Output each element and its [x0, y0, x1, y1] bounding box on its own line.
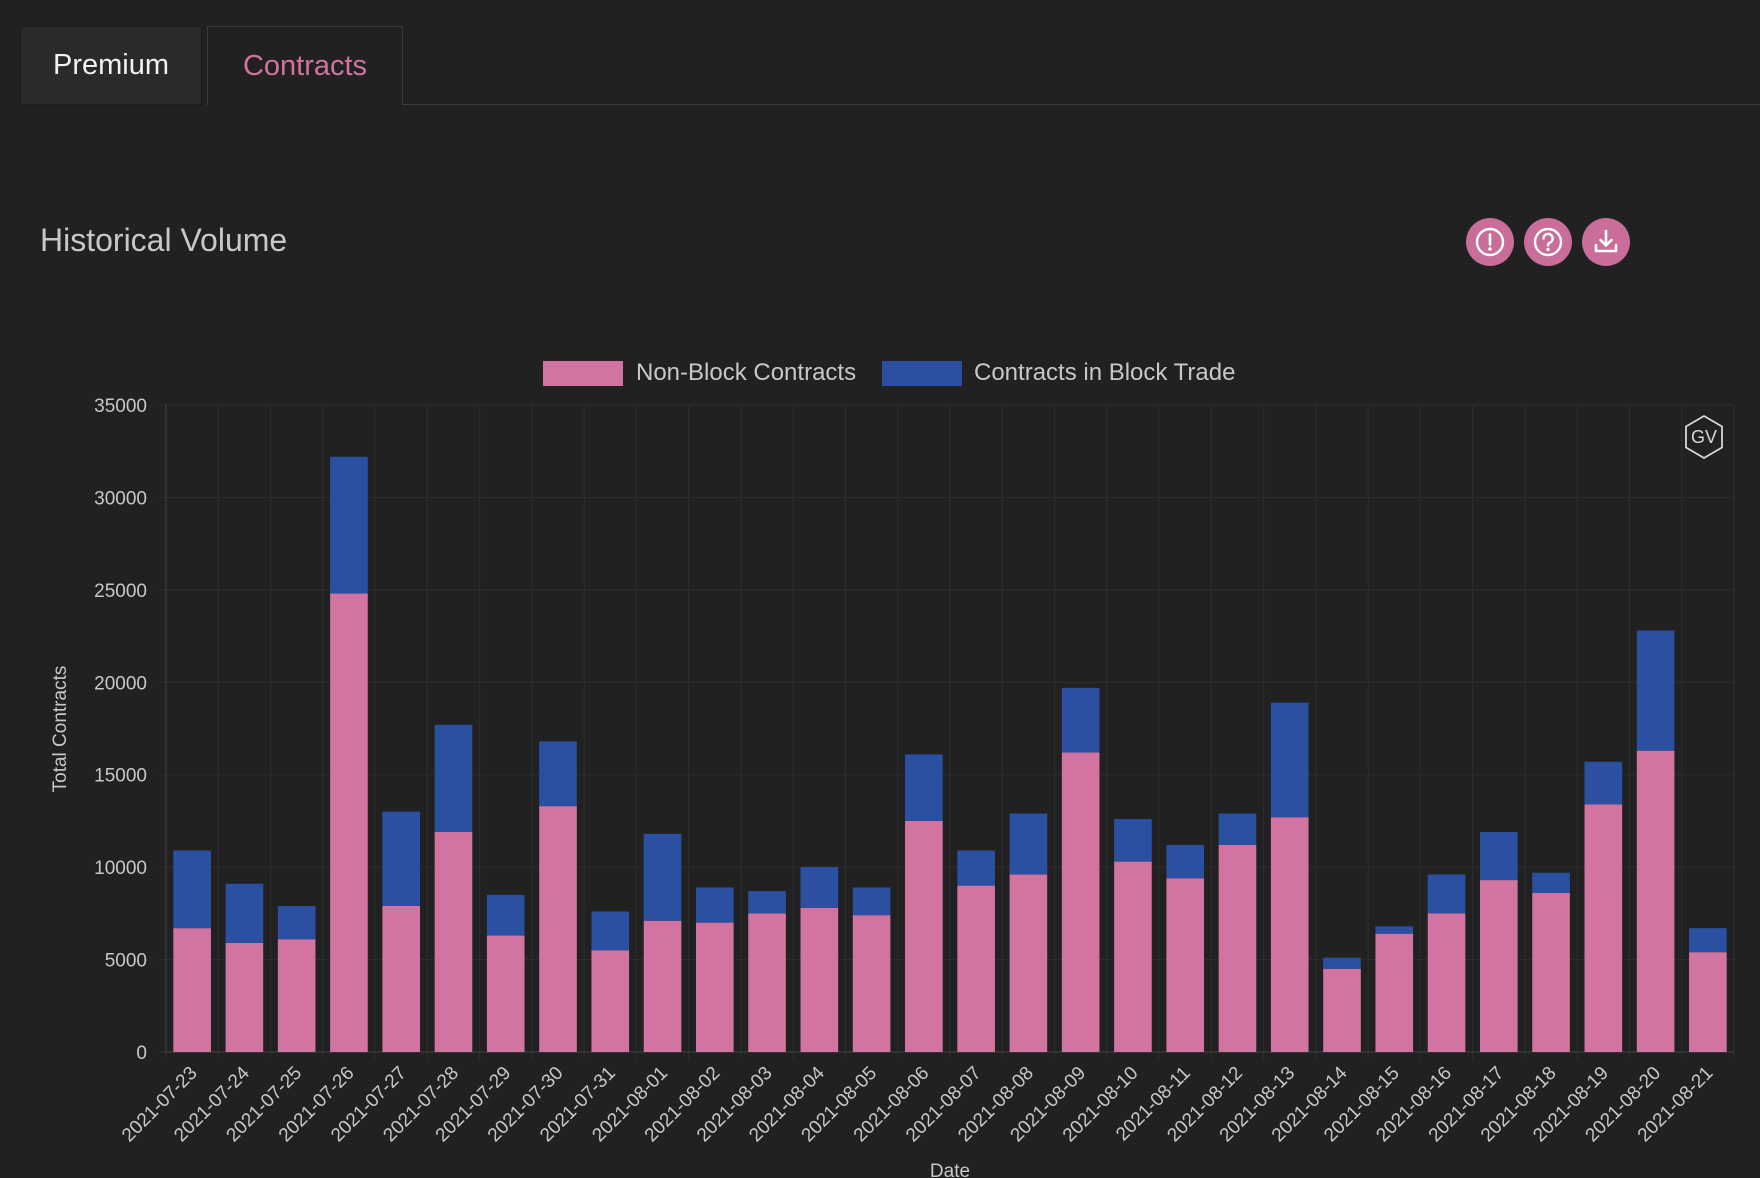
y-tick-label: 35000 — [94, 396, 147, 417]
bar-non-block — [1323, 968, 1361, 1052]
bar-block-trade — [225, 883, 264, 943]
bar-block-trade — [905, 754, 943, 821]
legend-swatch-non-block — [543, 361, 623, 386]
tab-contracts[interactable]: Contracts — [207, 26, 403, 105]
bar-non-block — [591, 950, 630, 1052]
bar-non-block — [330, 593, 368, 1052]
bar-block-trade — [1166, 844, 1205, 879]
bar-block-trade — [434, 724, 473, 833]
bar-non-block — [957, 885, 995, 1052]
bar-non-block — [1218, 844, 1257, 1052]
bar-non-block — [1375, 933, 1414, 1052]
bar-block-trade — [1636, 630, 1675, 751]
y-axis-title: Total Contracts — [50, 666, 71, 793]
bar-non-block — [173, 928, 211, 1052]
bar-non-block — [1636, 750, 1675, 1052]
bar-non-block — [486, 935, 525, 1052]
bar-non-block — [1479, 880, 1518, 1052]
bar-non-block — [905, 820, 943, 1052]
bar-block-trade — [1061, 687, 1100, 753]
bar-block-trade — [173, 850, 211, 929]
tab-bar: Premium Contracts — [0, 0, 1760, 106]
bar-block-trade — [957, 850, 995, 886]
gv-watermark-logo: GV — [1685, 414, 1723, 460]
y-tick-label: 5000 — [105, 951, 147, 972]
bar-non-block — [1114, 861, 1152, 1052]
bar-non-block — [643, 920, 682, 1052]
bar-non-block — [382, 905, 421, 1052]
bar-block-trade — [539, 741, 577, 807]
bar-non-block — [539, 806, 577, 1052]
bar-block-trade — [748, 891, 786, 914]
tab-divider — [402, 104, 1760, 105]
y-tick-label: 10000 — [94, 858, 147, 879]
bar-block-trade — [1532, 872, 1570, 894]
y-tick-label: 15000 — [94, 766, 147, 787]
bar-block-trade — [643, 833, 682, 921]
help-button[interactable] — [1524, 218, 1572, 266]
page-title: Historical Volume — [40, 222, 288, 258]
info-button[interactable] — [1466, 218, 1514, 266]
y-tick-label: 20000 — [94, 673, 147, 694]
bar-block-trade — [1479, 832, 1518, 881]
download-icon — [1594, 229, 1618, 253]
y-tick-label: 30000 — [94, 488, 147, 509]
bar-non-block — [800, 907, 839, 1052]
bar-block-trade — [1009, 813, 1048, 875]
bar-block-trade — [1427, 874, 1466, 914]
bar-block-trade — [1689, 928, 1727, 953]
bar-non-block — [1061, 752, 1100, 1052]
bar-non-block — [695, 922, 734, 1052]
bar-block-trade — [695, 887, 734, 923]
legend-swatch-block-trade — [882, 361, 962, 386]
bar-non-block — [852, 915, 891, 1052]
bar-block-trade — [1114, 819, 1152, 862]
bar-block-trade — [486, 894, 525, 936]
x-axis-title: Date — [930, 1161, 970, 1178]
bar-block-trade — [1323, 957, 1361, 969]
bar-non-block — [1427, 913, 1466, 1052]
bar-non-block — [1584, 804, 1623, 1052]
download-button[interactable] — [1582, 218, 1630, 266]
stacked-bar-chart: 050001000015000200002500030000350002021-… — [50, 359, 1735, 1178]
bar-non-block — [1689, 952, 1727, 1052]
bar-non-block — [1532, 893, 1570, 1052]
bar-block-trade — [330, 456, 368, 594]
bar-block-trade — [800, 867, 839, 908]
bar-non-block — [748, 913, 786, 1052]
bar-non-block — [1270, 817, 1309, 1052]
bar-block-trade — [1584, 761, 1623, 805]
y-tick-label: 25000 — [94, 581, 147, 602]
gv-watermark-text: GV — [1691, 427, 1717, 447]
legend-label-non-block: Non-Block Contracts — [636, 359, 856, 386]
bar-non-block — [434, 832, 473, 1052]
tab-premium[interactable]: Premium — [20, 26, 202, 105]
bar-block-trade — [1270, 702, 1309, 818]
y-tick-label: 0 — [136, 1043, 147, 1064]
bar-non-block — [277, 939, 316, 1052]
legend-label-block-trade: Contracts in Block Trade — [974, 359, 1235, 386]
bar-block-trade — [277, 905, 316, 940]
help-question-icon — [1533, 227, 1563, 257]
bar-block-trade — [1218, 813, 1257, 845]
bar-block-trade — [1375, 926, 1414, 934]
bar-block-trade — [591, 911, 630, 951]
bar-non-block — [1009, 874, 1048, 1052]
bar-non-block — [225, 942, 264, 1052]
bar-block-trade — [382, 811, 421, 906]
bar-block-trade — [852, 887, 891, 916]
bar-non-block — [1166, 878, 1205, 1052]
info-exclamation-icon — [1475, 227, 1505, 257]
